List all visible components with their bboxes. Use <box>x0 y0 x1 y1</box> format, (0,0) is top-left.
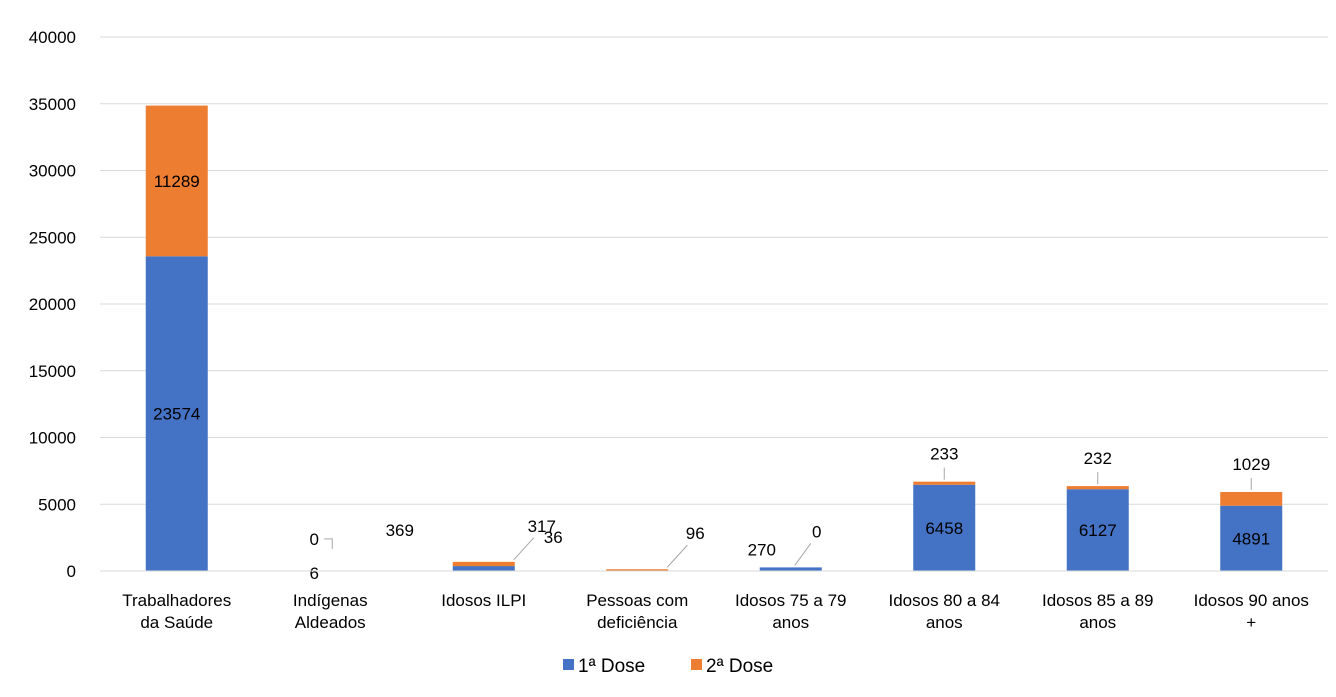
x-tick-label: Idosos 75 a 79 <box>735 591 847 610</box>
data-label-2nd-dose: 0 <box>310 530 319 549</box>
x-tick-label: Idosos 90 anos <box>1194 591 1309 610</box>
data-label-1st-dose: 23574 <box>153 405 200 424</box>
y-tick-label: 10000 <box>29 429 76 448</box>
x-tick-label: Idosos 80 a 84 <box>888 591 1000 610</box>
x-tick-label: Aldeados <box>295 613 366 632</box>
data-label-2nd-dose: 11289 <box>154 172 200 191</box>
x-tick-label: anos <box>772 613 809 632</box>
data-label-1st-dose: 6 <box>310 564 319 583</box>
x-tick-label: anos <box>1079 613 1116 632</box>
x-tick-label: deficiência <box>597 613 678 632</box>
x-tick-label: + <box>1246 613 1256 632</box>
bar-segment-2-7 <box>1220 491 1283 506</box>
x-tick-label: Indígenas <box>293 591 368 610</box>
x-tick-label: anos <box>926 613 963 632</box>
leader-line <box>513 537 535 561</box>
legend-label: 2ª Dose <box>706 656 773 677</box>
legend-label: 1ª Dose <box>578 656 645 677</box>
bar-segment-2-0 <box>145 105 208 257</box>
legend-swatch-1 <box>563 659 574 670</box>
data-label-1st-dose: 6127 <box>1079 521 1117 540</box>
bar-segment-2-2 <box>452 561 515 567</box>
data-label-1st-dose: 369 <box>386 521 414 540</box>
data-label-1st-dose: 36 <box>544 528 563 547</box>
leader-line <box>794 543 812 566</box>
bar-segment-1-7 <box>1220 505 1283 571</box>
x-tick-label: da Saúde <box>140 613 213 632</box>
bar-segment-2-3 <box>606 569 669 571</box>
legend-swatch-2 <box>691 659 702 670</box>
x-tick-label: Pessoas com <box>586 591 688 610</box>
y-tick-label: 30000 <box>29 162 76 181</box>
leader-line <box>666 544 688 568</box>
bar-segment-1-5 <box>913 484 976 571</box>
y-axis: 0 5000 10000 15000 20000 25000 30000 35000 40000 <box>29 28 76 581</box>
legend: 1ª Dose 2ª Dose <box>563 656 773 677</box>
data-label-1st-dose: 6458 <box>925 519 963 538</box>
bar-segment-1-2 <box>452 566 515 571</box>
bar-segment-1-0 <box>145 256 208 571</box>
x-tick-label: Idosos ILPI <box>441 591 526 610</box>
leader-line <box>324 538 333 549</box>
bar-segment-2-5 <box>913 481 976 485</box>
y-tick-label: 0 <box>67 562 76 581</box>
bar-segment-1-6 <box>1066 489 1129 571</box>
y-tick-label: 35000 <box>29 95 76 114</box>
x-tick-label: Trabalhadores <box>122 591 231 610</box>
data-label-2nd-dose: 317 <box>528 517 556 536</box>
y-tick-label: 25000 <box>29 228 76 247</box>
data-label-2nd-dose: 232 <box>1084 449 1112 468</box>
y-tick-label: 5000 <box>38 495 76 514</box>
data-label-2nd-dose: 233 <box>930 445 958 464</box>
y-tick-label: 40000 <box>29 28 76 47</box>
data-label-2nd-dose: 0 <box>812 522 821 541</box>
data-label-1st-dose: 270 <box>748 540 776 559</box>
x-axis: Trabalhadores da Saúde Indígenas Aldeados Id… <box>100 570 1328 632</box>
bars <box>145 105 1283 571</box>
data-label-1st-dose: 4891 <box>1232 529 1270 548</box>
y-tick-label: 15000 <box>29 362 76 381</box>
bar-segment-1-4 <box>759 567 822 571</box>
bar-segment-2-6 <box>1066 486 1129 490</box>
y-tick-label: 20000 <box>29 295 76 314</box>
data-label-2nd-dose: 1029 <box>1232 455 1270 474</box>
data-label-2nd-dose: 96 <box>686 524 705 543</box>
gridlines <box>100 36 1328 505</box>
x-tick-label: Idosos 85 a 89 <box>1042 591 1154 610</box>
